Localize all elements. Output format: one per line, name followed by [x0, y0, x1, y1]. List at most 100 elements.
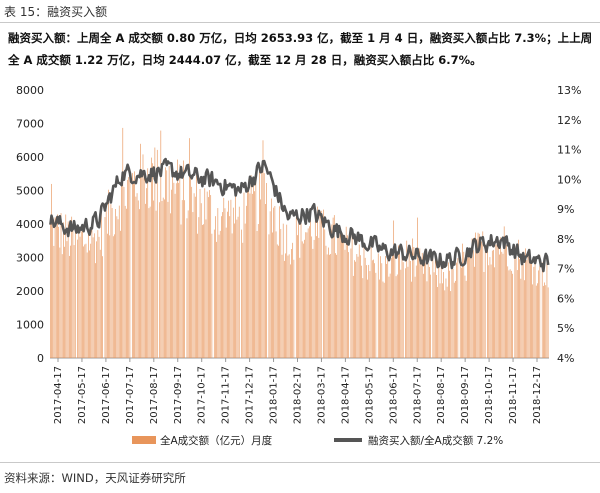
- volume-bar: [430, 274, 431, 358]
- volume-bar: [354, 260, 355, 358]
- volume-bar: [516, 270, 518, 358]
- volume-bar: [500, 237, 501, 358]
- volume-bar: [507, 266, 509, 358]
- table-title-bar: 表 15：融资买入额: [0, 0, 600, 23]
- y-right-tick-label: 13%: [557, 84, 581, 97]
- volume-bar: [316, 236, 317, 358]
- volume-bar: [375, 272, 377, 358]
- volume-bar: [270, 198, 272, 358]
- volume-bar: [438, 259, 440, 358]
- volume-bar: [290, 264, 291, 358]
- volume-bar: [174, 193, 176, 358]
- volume-bar: [409, 260, 411, 358]
- volume-bar: [338, 230, 340, 358]
- volume-bar: [60, 213, 62, 358]
- volume-bar: [260, 199, 261, 358]
- volume-bar: [247, 191, 248, 358]
- volume-bar: [383, 282, 385, 358]
- volume-bar: [64, 246, 65, 358]
- volume-bar: [194, 196, 196, 358]
- volume-bar: [385, 255, 386, 358]
- volume-bar: [105, 205, 107, 358]
- x-tick-label: 2018-04-17: [340, 366, 351, 424]
- volume-bar: [412, 238, 414, 358]
- x-tick-label: 2017-12-17: [245, 366, 256, 424]
- volume-bar: [309, 226, 310, 358]
- x-tick-label: 2017-11-17: [221, 366, 232, 424]
- x-tick-label: 2017-07-17: [125, 366, 136, 424]
- volume-bar: [177, 159, 178, 358]
- volume-bar: [265, 204, 266, 358]
- volume-bar: [418, 248, 419, 358]
- volume-bar: [197, 233, 198, 358]
- volume-bar: [450, 291, 452, 358]
- volume-bar: [235, 190, 236, 358]
- volume-bar: [526, 260, 528, 358]
- volume-bar: [54, 217, 56, 358]
- volume-bar: [95, 263, 96, 358]
- volume-bar: [184, 200, 185, 358]
- volume-bar: [74, 226, 76, 358]
- volume-bar: [225, 227, 227, 358]
- source-note: 资料来源：WIND，天风证券研究所: [4, 471, 186, 485]
- volume-bar: [209, 190, 210, 358]
- volume-bar: [427, 263, 429, 358]
- volume-bar: [250, 175, 252, 358]
- volume-bar: [386, 263, 387, 358]
- volume-bar: [241, 229, 242, 358]
- volume-bar: [533, 266, 535, 358]
- volume-bar: [82, 230, 83, 358]
- volume-bar: [196, 174, 197, 358]
- volume-bar: [229, 216, 231, 358]
- volume-bar: [205, 219, 207, 358]
- volume-bar: [153, 200, 155, 358]
- volume-bar: [371, 260, 373, 358]
- volume-bar: [543, 285, 544, 358]
- volume-bar: [164, 199, 165, 358]
- volume-bar: [117, 219, 119, 358]
- volume-bar: [129, 177, 131, 358]
- volume-bar: [432, 258, 434, 358]
- volume-bar: [299, 257, 301, 358]
- volume-bar: [219, 230, 221, 358]
- volume-bar: [318, 237, 320, 358]
- volume-bar: [109, 235, 111, 358]
- volume-bar: [112, 236, 114, 358]
- volume-bar: [58, 226, 59, 358]
- volume-bar: [423, 273, 424, 358]
- volume-bar: [531, 263, 532, 358]
- volume-bar: [532, 284, 534, 358]
- x-tick-label: 2018-09-17: [460, 366, 471, 424]
- y-right-tick-label: 6%: [557, 292, 574, 305]
- volume-bar: [335, 253, 336, 358]
- volume-bar: [143, 178, 145, 358]
- volume-bar: [97, 230, 99, 358]
- volume-bar: [133, 180, 134, 358]
- volume-bar: [512, 273, 513, 358]
- x-tick-label: 2017-05-17: [77, 366, 88, 424]
- volume-bar: [128, 177, 130, 358]
- volume-bar: [541, 262, 543, 358]
- volume-bar: [519, 259, 520, 358]
- volume-bar: [102, 256, 103, 358]
- volume-bar: [472, 250, 474, 358]
- volume-bar: [85, 243, 87, 358]
- volume-bar: [160, 130, 162, 358]
- volume-bar: [478, 233, 480, 358]
- volume-bar: [527, 256, 529, 358]
- volume-bar: [159, 202, 160, 358]
- volume-bar: [261, 164, 263, 358]
- volume-bar: [231, 233, 233, 358]
- volume-bar: [263, 173, 265, 358]
- volume-bar: [491, 250, 493, 358]
- volume-bar: [80, 231, 82, 358]
- volume-bar: [503, 226, 505, 358]
- volume-bar: [254, 191, 255, 358]
- volume-bar: [396, 274, 398, 358]
- volume-bar: [304, 239, 305, 358]
- volume-bar: [278, 245, 279, 358]
- x-tick-label: 2018-01-17: [269, 366, 280, 424]
- volume-bar: [330, 253, 332, 358]
- volume-bar: [510, 270, 512, 358]
- volume-bar: [137, 200, 139, 358]
